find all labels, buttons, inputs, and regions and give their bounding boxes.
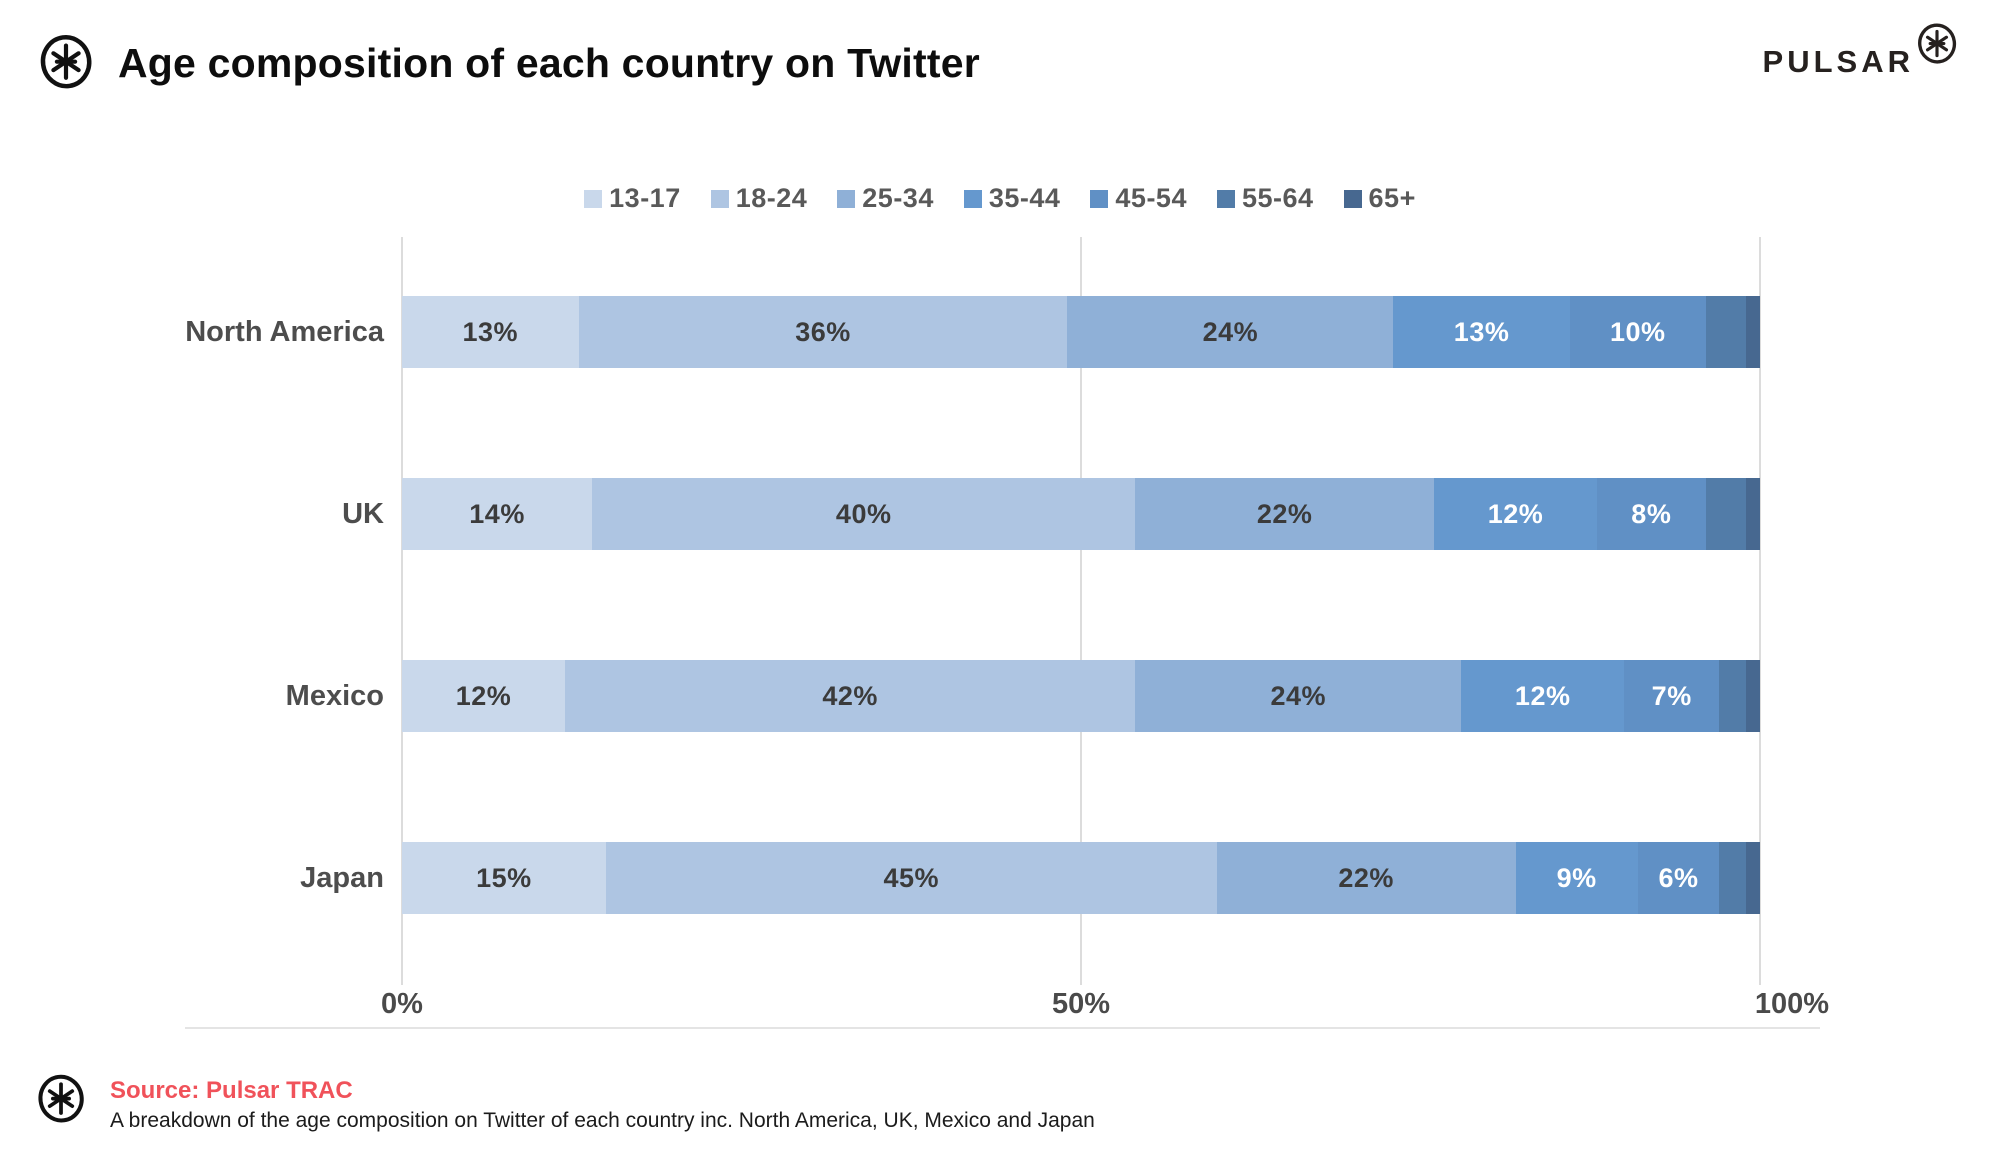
country-label: North America bbox=[185, 316, 384, 348]
axis-bottom-rule bbox=[185, 1027, 1820, 1029]
bar-segment[interactable]: 45% bbox=[605, 842, 1217, 914]
bar-segment-label: 12% bbox=[455, 680, 512, 711]
legend-item: 65+ bbox=[1343, 183, 1416, 214]
legend-item: 45-54 bbox=[1090, 183, 1187, 214]
stacked-bar: 12% 42% 24% 12% 7% bbox=[402, 660, 1760, 732]
country-label: UK bbox=[342, 498, 384, 530]
bar-segment-label: 40% bbox=[835, 498, 892, 529]
bar-segment-label: 13% bbox=[462, 316, 519, 347]
bar-segment[interactable]: 6% bbox=[1637, 842, 1720, 914]
pulsar-asterisk-icon bbox=[40, 34, 92, 89]
bar-segment-label: 42% bbox=[822, 680, 878, 711]
pulsar-asterisk-icon bbox=[38, 1074, 84, 1123]
bar-segment-label: 22% bbox=[1256, 498, 1313, 529]
bar-segment[interactable]: 24% bbox=[1135, 660, 1462, 732]
bar-segment[interactable] bbox=[1719, 660, 1747, 732]
bar-row: North America 13% 36% 24% 13% 10% bbox=[0, 296, 2000, 368]
axis-tick-label: 50% bbox=[1051, 988, 1111, 1020]
bar-segment-label: 12% bbox=[1487, 498, 1544, 529]
bar-segment-label: 8% bbox=[1631, 498, 1672, 529]
gridline bbox=[401, 237, 403, 985]
legend-swatch-icon bbox=[963, 189, 982, 208]
legend-swatch-icon bbox=[1216, 189, 1235, 208]
bar-segment[interactable] bbox=[1705, 296, 1747, 368]
axis-tick-label: 0% bbox=[381, 988, 423, 1020]
bar-segment[interactable]: 9% bbox=[1515, 842, 1638, 914]
bar-segment-label: 6% bbox=[1658, 862, 1699, 893]
legend-label: 65+ bbox=[1368, 183, 1416, 213]
bar-segment[interactable] bbox=[1746, 478, 1760, 550]
bar-segment[interactable]: 15% bbox=[402, 842, 606, 914]
legend-swatch-icon bbox=[837, 189, 856, 208]
legend-swatch-icon bbox=[1343, 189, 1362, 208]
bar-segment-label: 9% bbox=[1556, 862, 1597, 893]
legend-swatch-icon bbox=[1090, 189, 1109, 208]
bar-row: UK 14% 40% 22% 12% 8% bbox=[0, 478, 2000, 550]
legend-label: 25-34 bbox=[862, 183, 934, 213]
chart-legend: 13-17 18-24 25-34 35-44 45-54 55-64 65+ bbox=[0, 183, 2000, 214]
bar-segment[interactable]: 12% bbox=[402, 660, 565, 732]
bar-segment[interactable]: 13% bbox=[402, 296, 579, 368]
bar-segment-label: 14% bbox=[469, 498, 525, 529]
bar-segment-label: 45% bbox=[883, 862, 939, 893]
bar-segment-label: 7% bbox=[1651, 680, 1692, 711]
bar-segment-label: 22% bbox=[1338, 862, 1394, 893]
legend-label: 13-17 bbox=[609, 183, 681, 213]
bar-row: Mexico 12% 42% 24% 12% 7% bbox=[0, 660, 2000, 732]
legend-swatch-icon bbox=[710, 189, 729, 208]
country-label: Japan bbox=[300, 862, 384, 894]
source-description: A breakdown of the age composition on Tw… bbox=[110, 1109, 1095, 1132]
bar-row: Japan 15% 45% 22% 9% 6% bbox=[0, 842, 2000, 914]
bar-segment-label: 15% bbox=[476, 862, 532, 893]
bar-segment[interactable]: 36% bbox=[578, 296, 1068, 368]
legend-label: 55-64 bbox=[1241, 183, 1314, 213]
bar-segment-label: 10% bbox=[1609, 316, 1666, 347]
bar-segment-label: 13% bbox=[1453, 316, 1510, 347]
bar-segment[interactable]: 8% bbox=[1597, 478, 1706, 550]
bar-segment-label: 24% bbox=[1270, 680, 1327, 711]
gridline bbox=[1759, 237, 1761, 985]
bar-segment[interactable]: 40% bbox=[592, 478, 1136, 550]
bar-segment[interactable] bbox=[1746, 842, 1760, 914]
legend-item: 55-64 bbox=[1216, 183, 1314, 214]
legend-item: 18-24 bbox=[710, 183, 808, 214]
bar-segment-label: 24% bbox=[1202, 316, 1259, 347]
legend-label: 18-24 bbox=[735, 183, 808, 213]
bar-segment-label: 12% bbox=[1514, 680, 1571, 711]
bar-segment[interactable] bbox=[1746, 660, 1760, 732]
bar-segment[interactable]: 13% bbox=[1393, 296, 1570, 368]
gridline bbox=[1080, 237, 1082, 985]
bar-segment[interactable]: 12% bbox=[1461, 660, 1625, 732]
page-title: Age composition of each country on Twitt… bbox=[118, 40, 980, 86]
bar-segment[interactable] bbox=[1746, 296, 1760, 368]
legend-item: 13-17 bbox=[584, 183, 681, 214]
bar-segment[interactable]: 42% bbox=[564, 660, 1136, 732]
brand-lockup: PULSAR bbox=[1763, 22, 1958, 80]
bar-segment[interactable] bbox=[1705, 478, 1747, 550]
bar-segment[interactable]: 14% bbox=[402, 478, 593, 550]
brand-wordmark: PULSAR bbox=[1762, 44, 1914, 79]
legend-swatch-icon bbox=[584, 189, 603, 208]
axis-tick-label: 100% bbox=[1754, 988, 1830, 1020]
bar-segment-label: 36% bbox=[795, 316, 851, 347]
stacked-bar: 15% 45% 22% 9% 6% bbox=[402, 842, 1760, 914]
bar-segment[interactable]: 22% bbox=[1216, 842, 1516, 914]
pulsar-asterisk-icon bbox=[1918, 23, 1957, 64]
bar-segment[interactable]: 22% bbox=[1135, 478, 1435, 550]
country-label: Mexico bbox=[285, 680, 384, 712]
legend-label: 45-54 bbox=[1115, 183, 1187, 213]
bar-segment[interactable]: 7% bbox=[1624, 660, 1720, 732]
legend-label: 35-44 bbox=[988, 183, 1061, 213]
bar-segment[interactable]: 10% bbox=[1569, 296, 1706, 368]
bar-segment[interactable]: 24% bbox=[1067, 296, 1394, 368]
bar-segment[interactable] bbox=[1719, 842, 1747, 914]
stacked-bar: 13% 36% 24% 13% 10% bbox=[402, 296, 1760, 368]
legend-item: 35-44 bbox=[963, 183, 1061, 214]
legend-item: 25-34 bbox=[837, 183, 934, 214]
bar-segment[interactable]: 12% bbox=[1434, 478, 1597, 550]
source-label: Source: Pulsar TRAC bbox=[110, 1077, 353, 1104]
stacked-bar: 14% 40% 22% 12% 8% bbox=[402, 478, 1760, 550]
